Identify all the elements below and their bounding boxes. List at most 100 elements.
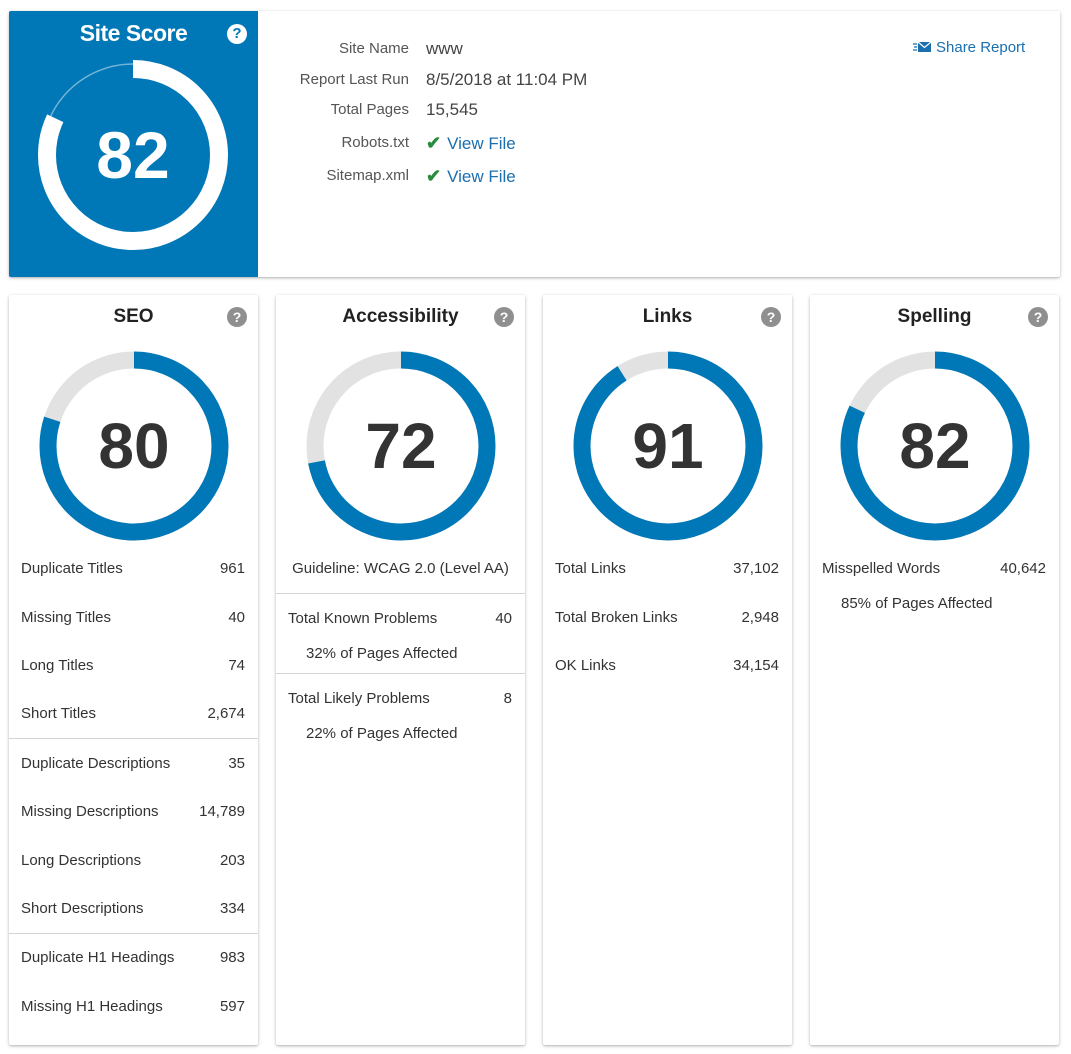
stat-value: 597 xyxy=(219,998,245,1015)
stat-label: Total Known Problems xyxy=(288,610,438,627)
stat-value: 8 xyxy=(503,690,512,707)
stat-label: Total Broken Links xyxy=(555,609,678,626)
report-last-run-row: Report Last Run 8/5/2018 at 11:04 PM xyxy=(9,69,1060,91)
seo-row-short-titles[interactable]: Short Titles 2,674 xyxy=(21,704,245,724)
seo-gauge-arc xyxy=(39,351,229,541)
seo-card: SEO ? 80 Duplicate Titles 961 Missing Tit… xyxy=(9,295,258,1045)
stat-value: 40,642 xyxy=(1000,560,1046,577)
total-pages-label: Total Pages xyxy=(330,101,409,118)
section-divider xyxy=(276,593,525,594)
sitemap-row: Sitemap.xml ✔ View File xyxy=(9,165,1060,187)
site-name-row: Site Name www xyxy=(9,38,1060,60)
robots-view-file-link[interactable]: View File xyxy=(447,134,516,153)
spelling-card-title: Spelling xyxy=(897,306,972,327)
seo-help-icon[interactable]: ? xyxy=(227,307,247,327)
site-score-help-icon[interactable]: ? xyxy=(227,24,247,44)
seo-row-duplicate-descriptions[interactable]: Duplicate Descriptions 35 xyxy=(21,754,245,774)
stat-label: Duplicate Titles xyxy=(21,560,123,577)
checkmark-icon: ✔ xyxy=(426,166,442,186)
site-summary-panel: Site Score ? 82 Site Name www Report Las… xyxy=(9,11,1060,277)
seo-score-value: 80 xyxy=(98,410,170,482)
accessibility-score-value: 72 xyxy=(365,410,437,482)
site-score-box: Site Score ? 82 xyxy=(9,11,258,277)
section-divider xyxy=(9,933,258,934)
robots-row: Robots.txt ✔ View File xyxy=(9,132,1060,154)
total-pages-row: Total Pages 15,545 xyxy=(9,99,1060,121)
likely-problems-affected: 22% of Pages Affected xyxy=(306,725,458,742)
links-card-title: Links xyxy=(642,306,693,327)
spelling-pages-affected: 85% of Pages Affected xyxy=(841,595,993,612)
stat-label: Missing Descriptions xyxy=(21,803,159,820)
stat-value: 37,102 xyxy=(733,560,779,577)
stat-label: Duplicate H1 Headings xyxy=(21,949,175,966)
stat-label: Short Titles xyxy=(21,705,97,722)
stat-value: 961 xyxy=(219,560,245,577)
checkmark-icon: ✔ xyxy=(426,133,442,153)
stat-label: Long Descriptions xyxy=(21,852,142,869)
total-pages-value: 15,545 xyxy=(426,100,478,119)
seo-card-title: SEO xyxy=(113,306,154,327)
stat-value: 2,948 xyxy=(741,609,779,626)
stat-value: 203 xyxy=(219,852,245,869)
seo-score-gauge xyxy=(39,351,229,541)
stat-label: Total Likely Problems xyxy=(288,690,430,707)
accessibility-card-title: Accessibility xyxy=(342,306,459,327)
stat-label: Misspelled Words xyxy=(822,560,941,577)
stat-label: Missing H1 Headings xyxy=(21,998,163,1015)
links-gauge-arc xyxy=(573,351,763,541)
site-score-title: Site Score xyxy=(79,20,188,46)
seo-row-missing-h1[interactable]: Missing H1 Headings 597 xyxy=(21,997,245,1017)
stat-value: 34,154 xyxy=(733,657,779,674)
stat-value: 40 xyxy=(228,609,245,626)
robots-value: ✔ View File xyxy=(426,132,516,155)
seo-row-duplicate-titles[interactable]: Duplicate Titles 961 xyxy=(21,559,245,579)
guideline-text: Guideline: WCAG 2.0 (Level AA) xyxy=(292,560,509,577)
stat-label: OK Links xyxy=(555,657,616,674)
stat-value: 14,789 xyxy=(199,803,245,820)
stat-label: Total Links xyxy=(555,560,626,577)
seo-row-missing-titles[interactable]: Missing Titles 40 xyxy=(21,608,245,628)
misspelled-words-row[interactable]: Misspelled Words 40,642 xyxy=(822,559,1046,579)
stat-value: 40 xyxy=(495,610,512,627)
section-divider xyxy=(276,673,525,674)
stat-value: 983 xyxy=(219,949,245,966)
stat-value: 334 xyxy=(219,900,245,917)
spelling-gauge-arc xyxy=(840,351,1030,541)
accessibility-card: Accessibility ? 72 Guideline: WCAG 2.0 (… xyxy=(276,295,525,1045)
links-help-icon[interactable]: ? xyxy=(761,307,781,327)
site-score-value: 82 xyxy=(96,118,170,192)
known-problems-affected: 32% of Pages Affected xyxy=(306,645,458,662)
spelling-score-gauge xyxy=(840,351,1030,541)
section-divider xyxy=(9,738,258,739)
site-score-gauge-arc xyxy=(38,60,228,250)
stat-label: Duplicate Descriptions xyxy=(21,755,171,772)
seo-row-duplicate-h1[interactable]: Duplicate H1 Headings 983 xyxy=(21,948,245,968)
links-row-ok[interactable]: OK Links 34,154 xyxy=(555,656,779,676)
links-row-broken[interactable]: Total Broken Links 2,948 xyxy=(555,608,779,628)
share-report-label: Share Report xyxy=(936,39,1026,56)
stat-label: Missing Titles xyxy=(21,609,112,626)
stat-label: Short Descriptions xyxy=(21,900,144,917)
share-report-button[interactable]: Share Report xyxy=(913,39,1025,56)
site-name-label: Site Name xyxy=(338,40,409,57)
stat-value: 74 xyxy=(228,657,245,674)
accessibility-score-gauge xyxy=(306,351,496,541)
seo-row-long-titles[interactable]: Long Titles 74 xyxy=(21,656,245,676)
spelling-help-icon[interactable]: ? xyxy=(1028,307,1048,327)
sitemap-view-file-link[interactable]: View File xyxy=(447,167,516,186)
stat-label: Long Titles xyxy=(21,657,94,674)
links-score-value: 91 xyxy=(632,410,704,482)
likely-problems-row[interactable]: Total Likely Problems 8 xyxy=(288,689,512,709)
seo-row-short-descriptions[interactable]: Short Descriptions 334 xyxy=(21,899,245,919)
known-problems-row[interactable]: Total Known Problems 40 xyxy=(288,609,512,629)
links-score-gauge xyxy=(573,351,763,541)
seo-row-long-descriptions[interactable]: Long Descriptions 203 xyxy=(21,851,245,871)
links-card: Links ? 91 Total Links 37,102 Total Broke… xyxy=(543,295,792,1045)
spelling-card: Spelling ? 82 Misspelled Words 40,642 85%… xyxy=(810,295,1059,1045)
seo-row-missing-descriptions[interactable]: Missing Descriptions 14,789 xyxy=(21,802,245,822)
accessibility-help-icon[interactable]: ? xyxy=(494,307,514,327)
links-row-total[interactable]: Total Links 37,102 xyxy=(555,559,779,579)
sitemap-value: ✔ View File xyxy=(426,165,516,188)
stat-value: 2,674 xyxy=(207,705,245,722)
site-score-gauge xyxy=(38,60,228,250)
